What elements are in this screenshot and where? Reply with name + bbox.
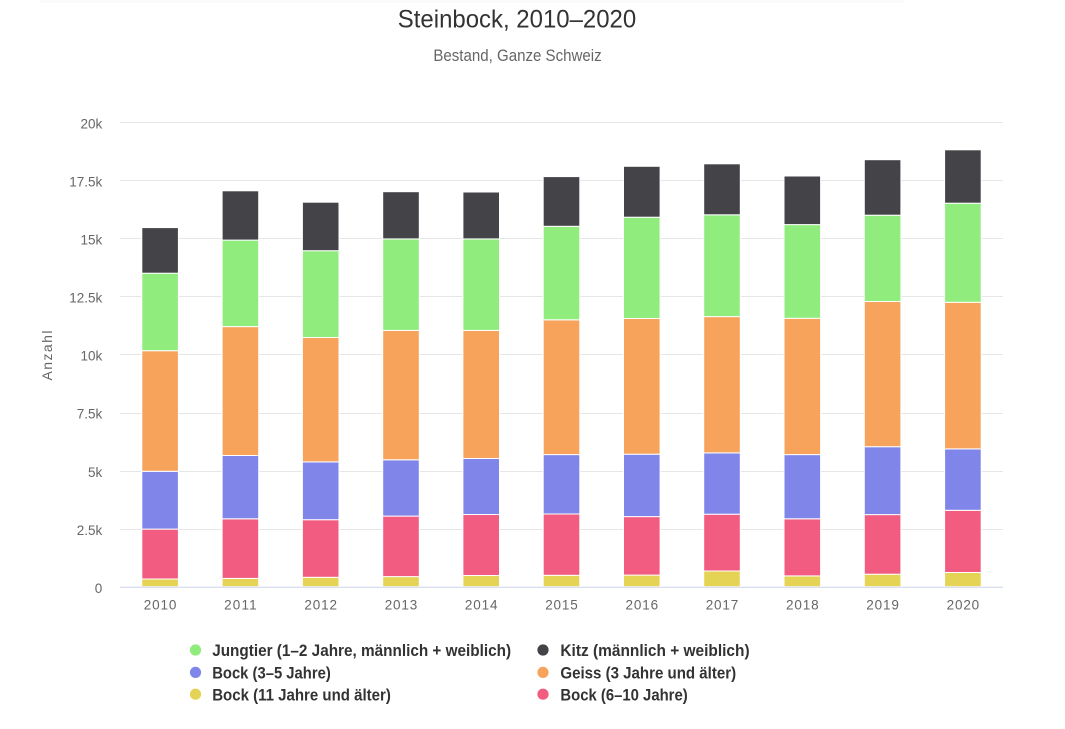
svg-text:5k: 5k — [88, 465, 103, 480]
svg-text:Bock (6–10 Jahre): Bock (6–10 Jahre) — [560, 685, 687, 704]
svg-text:Bestand, Ganze Schweiz: Bestand, Ganze Schweiz — [433, 46, 601, 65]
svg-text:7.5k: 7.5k — [77, 407, 103, 422]
svg-text:2013: 2013 — [385, 598, 418, 613]
svg-text:Steinbock, 2010–2020: Steinbock, 2010–2020 — [398, 6, 636, 34]
svg-text:Kitz (männlich + weiblich): Kitz (männlich + weiblich) — [560, 641, 749, 660]
svg-text:2018: 2018 — [786, 598, 819, 613]
svg-text:17.5k: 17.5k — [69, 174, 102, 189]
svg-text:0: 0 — [95, 581, 103, 596]
svg-text:2020: 2020 — [947, 598, 980, 613]
svg-text:2010: 2010 — [144, 598, 177, 613]
svg-text:Bock (11 Jahre und älter): Bock (11 Jahre und älter) — [212, 685, 391, 704]
svg-text:2017: 2017 — [706, 598, 739, 613]
svg-text:2016: 2016 — [626, 598, 659, 613]
svg-text:2.5k: 2.5k — [77, 523, 103, 538]
svg-text:2012: 2012 — [304, 598, 337, 613]
svg-text:15k: 15k — [81, 233, 103, 248]
svg-text:Geiss (3 Jahre und älter): Geiss (3 Jahre und älter) — [560, 664, 736, 683]
svg-text:12.5k: 12.5k — [69, 291, 102, 306]
svg-text:Bock (3–5 Jahre): Bock (3–5 Jahre) — [212, 664, 331, 683]
svg-text:2015: 2015 — [545, 598, 578, 613]
svg-text:Anzahl: Anzahl — [39, 331, 55, 381]
svg-text:20k: 20k — [81, 116, 103, 131]
svg-text:10k: 10k — [81, 349, 103, 364]
svg-text:2014: 2014 — [465, 598, 498, 613]
svg-text:Jungtier (1–2 Jahre, männlich: Jungtier (1–2 Jahre, männlich + weiblich… — [212, 641, 511, 660]
svg-text:2019: 2019 — [866, 598, 899, 613]
